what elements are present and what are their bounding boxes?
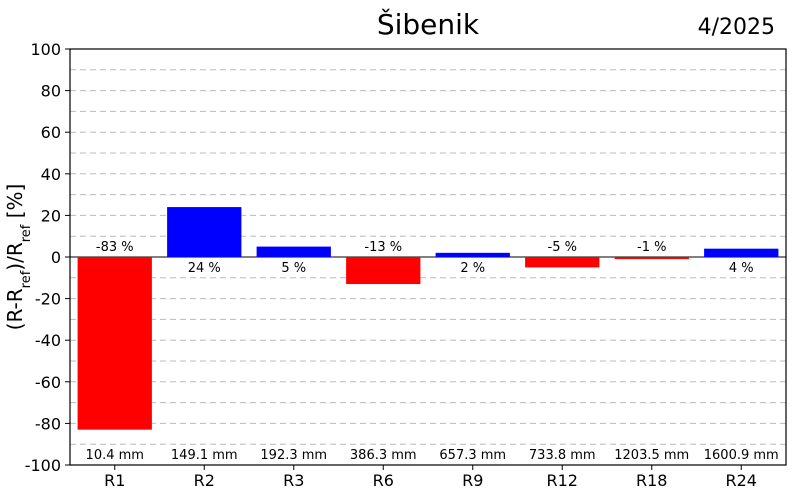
amount-label: 657.3 mm <box>439 448 506 463</box>
x-tick-label: R2 <box>194 471 215 490</box>
x-tick-label: R3 <box>283 471 304 490</box>
bar-r6 <box>346 257 421 285</box>
x-tick-label: R12 <box>547 471 578 490</box>
y-tick-label: -40 <box>35 331 61 350</box>
ylabel-part-3: )/R <box>3 242 27 271</box>
amount-label: 149.1 mm <box>171 448 238 463</box>
amount-label: 10.4 mm <box>86 448 144 463</box>
value-label: -83 % <box>96 240 134 255</box>
x-tick-label: R24 <box>726 471 757 490</box>
y-tick-label: -20 <box>35 290 61 309</box>
amount-label: 733.8 mm <box>529 448 596 463</box>
value-label: 5 % <box>281 261 306 276</box>
x-tick-label: R1 <box>104 471 125 490</box>
value-label: -1 % <box>637 240 666 255</box>
value-labels: -83 % 24 % 5 % -13 % 2 % -5 % -1 % 4 % <box>96 240 754 276</box>
value-label: -5 % <box>548 240 577 255</box>
plot-frame <box>69 48 787 466</box>
bars <box>77 207 779 430</box>
amount-label: 386.3 mm <box>350 448 417 463</box>
y-axis-label: (R-Rref)/Rref [%] <box>3 184 34 331</box>
amount-labels: 10.4 mm 149.1 mm 192.3 mm 386.3 mm 657.3 mm 7… <box>86 448 779 463</box>
x-axis-ticks: R1 R2 R3 R6 R9 R12 R18 R24 <box>104 465 757 490</box>
x-tick-label: R6 <box>373 471 394 490</box>
bar-r3 <box>256 246 331 257</box>
bar-r9 <box>435 252 510 257</box>
ylabel-part-2: ref <box>19 270 34 288</box>
y-tick-label: 0 <box>51 248 61 267</box>
bar-r12 <box>525 257 600 268</box>
value-label: -13 % <box>364 240 402 255</box>
amount-label: 192.3 mm <box>260 448 327 463</box>
bar-r18 <box>614 257 689 260</box>
bar-r2 <box>167 207 242 257</box>
y-tick-label: 100 <box>30 40 61 59</box>
y-tick-label: -100 <box>25 456 61 475</box>
ylabel-part-1: (R-R <box>3 288 27 330</box>
ylabel-part-4: ref <box>19 224 34 242</box>
y-axis-ticks: 100 80 60 40 20 0 -20 -40 -60 -80 -100 <box>25 40 70 475</box>
value-label: 4 % <box>729 261 754 276</box>
value-label: 24 % <box>188 261 221 276</box>
amount-label: 1600.9 mm <box>704 448 779 463</box>
value-label: 2 % <box>460 261 485 276</box>
amount-label: 1203.5 mm <box>614 448 689 463</box>
y-tick-label: -60 <box>35 373 61 392</box>
chart-title: Šibenik <box>377 7 480 41</box>
y-tick-label: 20 <box>41 206 61 225</box>
x-tick-label: R18 <box>636 471 667 490</box>
ylabel-part-5: [%] <box>3 184 27 225</box>
x-tick-label: R9 <box>462 471 483 490</box>
y-tick-label: -80 <box>35 414 61 433</box>
y-tick-label: 80 <box>41 82 61 101</box>
y-tick-label: 60 <box>41 123 61 142</box>
bar-r1 <box>77 257 152 430</box>
y-tick-label: 40 <box>41 165 61 184</box>
bar-r24 <box>704 248 779 257</box>
chart-date: 4/2025 <box>698 15 775 40</box>
